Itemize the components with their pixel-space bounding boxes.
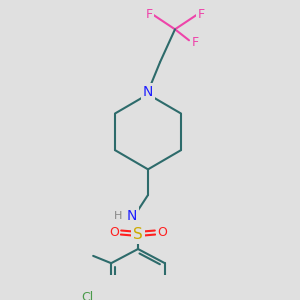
Text: O: O	[109, 226, 119, 239]
Text: F: F	[191, 36, 199, 49]
Text: F: F	[197, 8, 205, 21]
Text: H: H	[114, 211, 122, 221]
Text: F: F	[146, 8, 153, 21]
Text: N: N	[143, 85, 153, 98]
Text: N: N	[127, 209, 137, 223]
Text: Cl: Cl	[81, 291, 93, 300]
Text: S: S	[133, 227, 143, 242]
Text: O: O	[157, 226, 167, 239]
